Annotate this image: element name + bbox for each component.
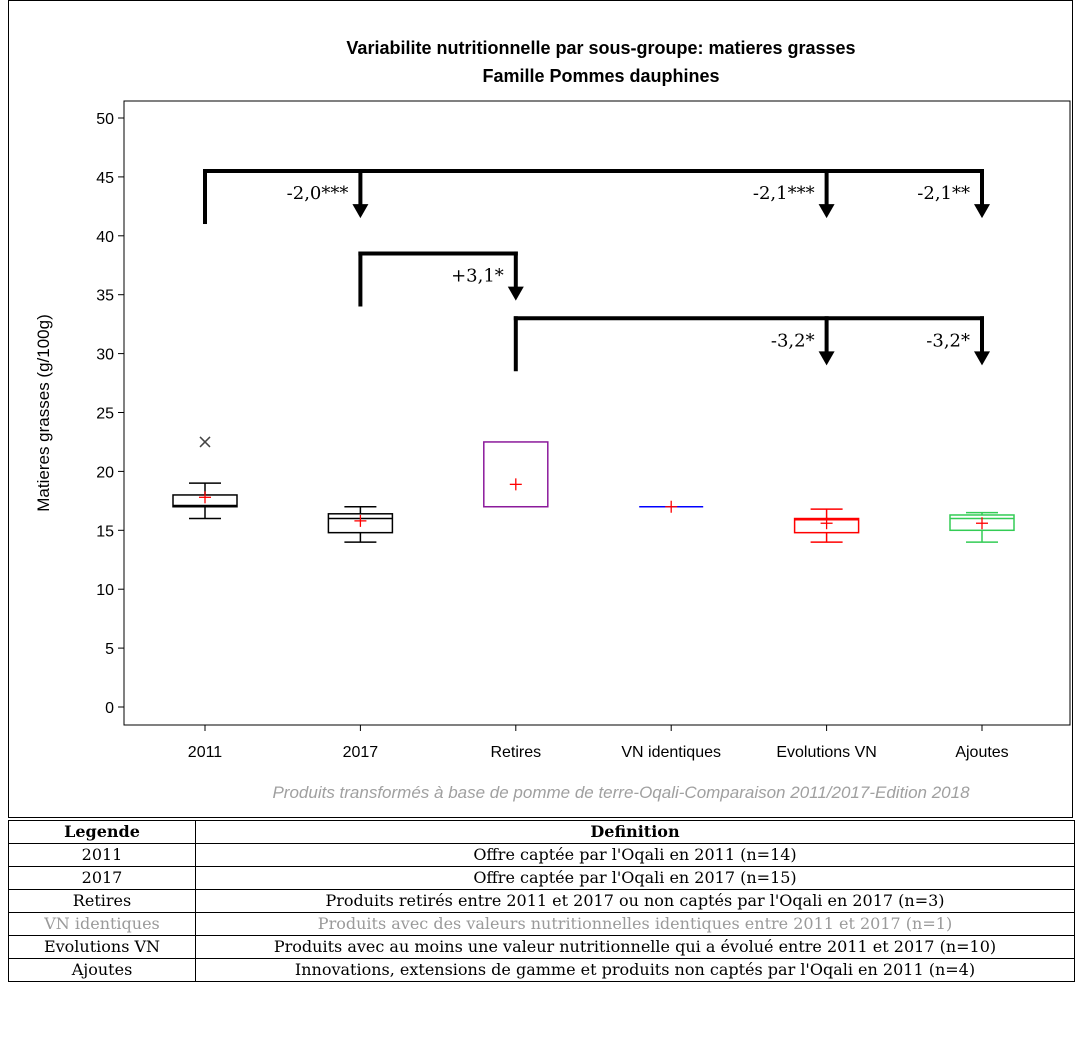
bracket-group: +3,1* [358, 251, 524, 307]
box-2017 [327, 505, 394, 543]
legend-cell-name: Evolutions VN [8, 935, 196, 959]
box-iqr [483, 441, 549, 508]
bracket-arrow-head [507, 286, 524, 301]
legend-cell-definition: Offre captée par l'Oqali en 2017 (n=15) [195, 866, 1075, 890]
y-tick-label: 30 [96, 347, 114, 364]
legend-row: VN identiques Produits avec des valeurs … [8, 912, 1075, 936]
legend-cell-definition: Produits avec au moins une valeur nutrit… [195, 935, 1075, 959]
y-tick-label: 5 [105, 641, 114, 658]
box-iqr [949, 514, 1015, 532]
bracket-arrow-head [974, 204, 990, 219]
box-2011 [172, 436, 238, 520]
legend-header-row: Legende Definition [8, 820, 1075, 844]
bracket-group: -3,2* -3,2* [513, 316, 990, 372]
outlier-marker [199, 436, 211, 448]
legend-table: Legende Definition 2011 Offre captée par… [8, 820, 1075, 982]
legend-cell-name: Ajoutes [8, 958, 196, 982]
legend-row: 2017 Offre captée par l'Oqali en 2017 (n… [8, 866, 1075, 890]
y-tick-label: 50 [96, 111, 114, 128]
chart-footnote: Produits transformés à base de pomme de … [272, 783, 970, 802]
legend-header-definition: Definition [195, 820, 1075, 844]
legend-cell-name: Retires [8, 889, 196, 913]
comparison-label: -2,1** [917, 183, 970, 204]
comparison-label: +3,1* [451, 265, 504, 286]
x-tick-label: Retires [490, 744, 541, 761]
legend-row: Ajoutes Innovations, extensions de gamme… [8, 958, 1075, 982]
x-axis-ticks: 2011 2017 Retires VN identiques Evolutions V… [188, 725, 1009, 761]
box-retires [483, 441, 549, 508]
legend-header-legende: Legende [8, 820, 196, 844]
x-tick-label: 2011 [188, 744, 223, 761]
bracket-arrow-head [818, 351, 835, 366]
y-tick-label: 20 [96, 464, 114, 481]
legend-row: Retires Produits retirés entre 2011 et 2… [8, 889, 1075, 913]
x-tick-label: Ajoutes [955, 744, 1008, 761]
comparison-brackets: -2,0*** -2,1*** -2,1** +3,1* -3,2* -3,2* [203, 169, 990, 372]
comparison-label: -2,1*** [753, 183, 815, 204]
x-tick-label: VN identiques [621, 744, 721, 761]
legend-row: Evolutions VN Produits avec au moins une… [8, 935, 1075, 959]
legend-cell-definition: Produits retirés entre 2011 et 2017 ou n… [195, 889, 1075, 913]
bracket-group: -2,0*** -2,1*** -2,1** [203, 169, 990, 225]
box-ajoutes [949, 511, 1015, 543]
legend-cell-definition: Innovations, extensions de gamme et prod… [195, 958, 1075, 982]
legend-cell-name: 2017 [8, 866, 196, 890]
y-tick-label: 10 [96, 582, 114, 599]
x-tick-label: Evolutions VN [776, 744, 877, 761]
bracket-arrow-head [974, 351, 990, 366]
bracket-arrow-head [352, 204, 369, 219]
y-axis-ticks: 0 5 10 15 20 25 30 35 40 45 50 [96, 111, 124, 717]
box-plot-chart: Variabilite nutritionnelle par sous-grou… [34, 38, 1071, 802]
chart-title: Variabilite nutritionnelle par sous-grou… [346, 38, 855, 58]
legend-cell-definition: Produits avec des valeurs nutritionnelle… [195, 912, 1075, 936]
boxes [172, 436, 1015, 543]
comparison-label: -3,2* [771, 330, 815, 351]
box-iqr [327, 513, 394, 534]
box-evolutions-vn [793, 508, 860, 543]
legend-cell-definition: Offre captée par l'Oqali en 2011 (n=14) [195, 843, 1075, 867]
box-vn-identiques [639, 500, 704, 513]
y-tick-label: 35 [96, 288, 114, 305]
y-tick-label: 40 [96, 229, 114, 246]
legend-cell-name: 2011 [8, 843, 196, 867]
y-tick-label: 45 [96, 170, 114, 187]
legend-cell-name: VN identiques [8, 912, 196, 936]
y-tick-label: 0 [105, 700, 114, 717]
y-axis-label: Matieres grasses (g/100g) [34, 314, 53, 511]
legend-row: 2011 Offre captée par l'Oqali en 2011 (n… [8, 843, 1075, 867]
y-tick-label: 15 [96, 523, 114, 540]
y-tick-label: 25 [96, 406, 114, 423]
comparison-label: -2,0*** [287, 183, 349, 204]
comparison-label: -3,2* [926, 330, 970, 351]
chart-subtitle: Famille Pommes dauphines [482, 66, 719, 86]
chart-frame: Variabilite nutritionnelle par sous-grou… [8, 0, 1073, 818]
x-tick-label: 2017 [343, 744, 379, 761]
bracket-arrow-head [818, 204, 835, 219]
